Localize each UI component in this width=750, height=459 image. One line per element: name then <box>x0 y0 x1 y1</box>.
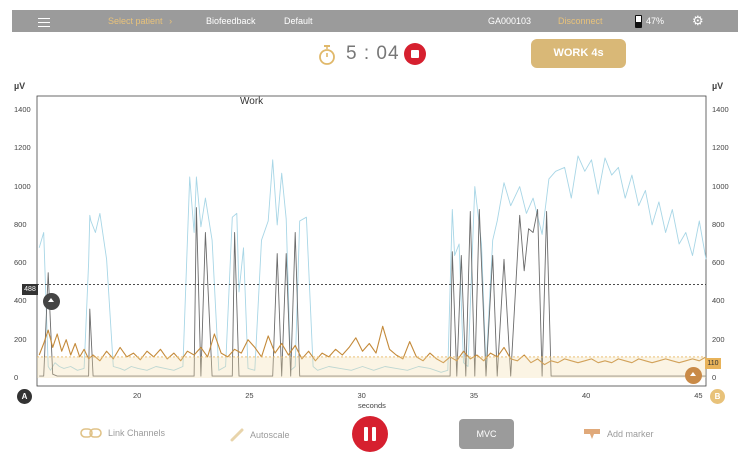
threshold-value-b: 110 <box>705 358 721 369</box>
y-tick-right: 1400 <box>712 105 729 114</box>
disconnect-button[interactable]: Disconnect <box>558 16 603 26</box>
battery-level: 47% <box>646 16 665 26</box>
series-line-a-envelope <box>39 207 706 377</box>
y-axis-unit-right: µV <box>712 81 724 91</box>
stop-icon <box>411 50 419 58</box>
y-tick-right: 1200 <box>712 143 729 153</box>
series-line-b-raw <box>38 325 707 366</box>
x-tick: 40 <box>582 391 591 400</box>
threshold-handle-b[interactable] <box>685 367 702 384</box>
battery-status: 47% <box>635 10 664 32</box>
y-tick-right: 1000 <box>712 181 729 191</box>
mode-label[interactable]: Biofeedback <box>206 16 256 26</box>
plot-area <box>36 95 707 387</box>
y-tick-right: 800 <box>712 219 725 229</box>
device-id: GA000103 <box>488 16 532 26</box>
battery-icon <box>635 14 642 28</box>
select-patient-label: Select patient <box>108 16 163 26</box>
link-channels-button[interactable]: Link Channels <box>80 428 165 438</box>
select-patient-link[interactable]: Select patient › <box>108 10 172 32</box>
add-marker-button[interactable]: Add marker <box>583 428 654 440</box>
autoscale-label: Autoscale <box>250 430 290 440</box>
timer-row: 5 : 04 <box>0 40 750 70</box>
marker-icon <box>584 429 600 439</box>
y-axis-unit-left: µV <box>14 81 26 91</box>
work-phase-button[interactable]: WORK 4s <box>531 39 626 68</box>
x-tick: 45 <box>694 391 703 400</box>
series-layer <box>38 155 707 377</box>
top-bar: Select patient › Biofeedback Default GA0… <box>12 10 738 32</box>
phase-label: Work <box>240 96 264 107</box>
pause-button[interactable] <box>352 416 388 452</box>
autoscale-icon <box>230 428 244 442</box>
channel-a-badge[interactable]: A <box>17 389 32 404</box>
x-axis-label: seconds <box>358 401 386 410</box>
y-tick-left: 0 <box>14 373 19 382</box>
gear-icon[interactable]: ⚙ <box>692 13 704 28</box>
y-tick-right: 200 <box>712 334 725 344</box>
y-tick-left: 600 <box>14 258 27 268</box>
y-tick-right: 0 <box>712 373 717 382</box>
session-timer: 5 : 04 <box>346 43 400 64</box>
y-tick-left: 1400 <box>14 105 31 114</box>
x-tick: 35 <box>469 391 479 400</box>
threshold-handle-a[interactable] <box>43 293 60 310</box>
y-tick-left: 400 <box>14 296 27 306</box>
pause-icon-bar-right <box>372 427 376 441</box>
pause-icon-bar-left <box>364 427 368 441</box>
hamburger-menu-icon[interactable] <box>38 10 50 32</box>
add-marker-label: Add marker <box>607 429 654 439</box>
y-tick-right: 600 <box>712 258 725 268</box>
x-tick: 30 <box>357 391 366 400</box>
y-tick-left: 1000 <box>14 181 31 191</box>
protocol-label[interactable]: Default <box>284 16 313 26</box>
autoscale-button[interactable]: Autoscale <box>230 428 290 442</box>
chevron-right-icon: › <box>169 16 173 26</box>
y-tick-left: 800 <box>14 219 27 229</box>
link-icon <box>80 428 102 438</box>
stop-button[interactable] <box>404 43 426 65</box>
x-tick: 25 <box>245 391 254 400</box>
threshold-value-a: 488 <box>22 284 38 295</box>
mvc-button[interactable]: MVC <box>459 419 514 449</box>
channel-b-badge[interactable]: B <box>710 389 725 404</box>
stopwatch-icon <box>319 45 335 65</box>
link-channels-label: Link Channels <box>108 428 166 438</box>
y-tick-left: 200 <box>14 334 27 344</box>
x-tick: 20 <box>133 391 142 400</box>
threshold-band-b <box>37 356 706 378</box>
y-tick-left: 1200 <box>14 143 31 153</box>
y-tick-right: 400 <box>712 296 725 306</box>
series-line-a-raw <box>38 155 707 373</box>
